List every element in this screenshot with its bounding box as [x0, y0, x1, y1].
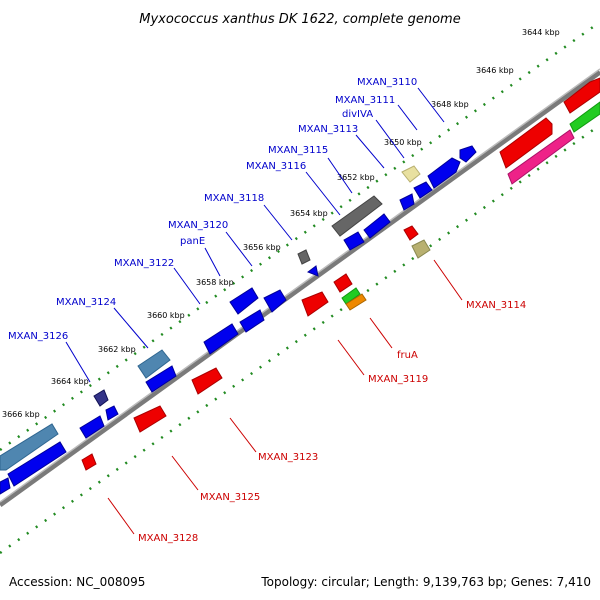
- gene-label[interactable]: panE: [180, 236, 205, 247]
- tick-label: 3656 kbp: [243, 243, 281, 252]
- tick-label: 3646 kbp: [476, 66, 514, 75]
- tick-label: 3652 kbp: [337, 173, 375, 182]
- gene-label[interactable]: MXAN_3125: [200, 492, 260, 503]
- gene-label[interactable]: MXAN_3118: [204, 193, 264, 204]
- gene-arrow-reverse[interactable]: [301, 291, 329, 317]
- genome-summary-text: Topology: circular; Length: 9,139,763 bp…: [260, 575, 591, 589]
- gene-label[interactable]: divIVA: [342, 109, 373, 120]
- gene-label[interactable]: MXAN_3126: [8, 331, 68, 342]
- gene-label[interactable]: MXAN_3120: [168, 220, 228, 231]
- gene-label[interactable]: MXAN_3115: [268, 145, 328, 156]
- tick-label: 3664 kbp: [51, 377, 89, 386]
- gene-arrow-khaki[interactable]: [401, 165, 421, 183]
- tick-label: 3654 kbp: [290, 209, 328, 218]
- gene-label[interactable]: MXAN_3124: [56, 297, 116, 308]
- tick-label: 3644 kbp: [522, 28, 560, 37]
- gene-label[interactable]: MXAN_3119: [368, 374, 428, 385]
- tick-label: 3662 kbp: [98, 345, 136, 354]
- gene-label[interactable]: MXAN_3111: [335, 95, 395, 106]
- forward-gene-labels: MXAN_3110 MXAN_3111 divIVA MXAN_3113 MXA…: [8, 77, 417, 342]
- gene-arrow-green[interactable]: [341, 287, 361, 305]
- gene-arrow-orange[interactable]: [345, 293, 367, 311]
- gene-arrow-forward[interactable]: [7, 441, 67, 487]
- gene-label[interactable]: fruA: [397, 350, 418, 361]
- inner-tick-track: [0, 123, 600, 555]
- gene-arrow-pink[interactable]: [507, 129, 575, 185]
- gene-arrow-reverse[interactable]: [333, 273, 353, 293]
- gene-arrow-forward[interactable]: [0, 477, 11, 495]
- reverse-gene-labels: MXAN_3114 fruA MXAN_3119 MXAN_3123 MXAN_…: [138, 300, 526, 544]
- gene-arrow-forward[interactable]: [306, 265, 319, 277]
- gene-arrow-olive[interactable]: [411, 239, 431, 259]
- gene-arrow-reverse[interactable]: [133, 405, 167, 433]
- gene-arrow-forward[interactable]: [343, 231, 365, 251]
- gene-label[interactable]: MXAN_3122: [114, 258, 174, 269]
- tick-label: 3658 kbp: [196, 278, 234, 287]
- reverse-genes: [81, 225, 431, 471]
- genome-backbone: [0, 69, 600, 508]
- gene-arrow-gray[interactable]: [297, 249, 311, 265]
- gene-arrow-forward[interactable]: [499, 117, 553, 169]
- gene-arrow-forward[interactable]: [459, 145, 477, 163]
- gene-arrow-forward[interactable]: [263, 289, 287, 313]
- gene-arrow-darkblue[interactable]: [93, 389, 109, 407]
- gene-label[interactable]: MXAN_3123: [258, 452, 318, 463]
- tick-label: 3648 kbp: [431, 100, 469, 109]
- gene-arrow-gray[interactable]: [331, 195, 383, 237]
- gene-arrow-reverse[interactable]: [81, 453, 97, 471]
- gene-arrow-forward[interactable]: [399, 193, 415, 211]
- gene-arrow-forward[interactable]: [79, 415, 105, 439]
- leader-lines: [65, 87, 463, 535]
- gene-label[interactable]: MXAN_3116: [246, 161, 306, 172]
- gene-arrow-forward[interactable]: [413, 181, 433, 199]
- gene-arrow-forward[interactable]: [427, 157, 461, 189]
- outer-tick-track: [0, 20, 600, 452]
- gene-arrow-forward[interactable]: [363, 213, 391, 239]
- forward-genes: [0, 77, 600, 495]
- tick-label: 3660 kbp: [147, 311, 185, 320]
- gene-arrow-forward[interactable]: [105, 405, 119, 421]
- gene-label[interactable]: MXAN_3113: [298, 124, 358, 135]
- gene-arrow-steelblue[interactable]: [0, 423, 59, 471]
- map-title: Myxococcus xanthus DK 1622, complete gen…: [139, 12, 460, 27]
- gene-label[interactable]: MXAN_3128: [138, 533, 198, 544]
- tick-label: 3650 kbp: [384, 138, 422, 147]
- gene-arrow-steelblue[interactable]: [137, 349, 171, 379]
- gene-arrow-forward[interactable]: [563, 77, 600, 114]
- gene-arrow-reverse[interactable]: [403, 225, 419, 241]
- accession-text: Accession: NC_008095: [9, 575, 145, 589]
- gene-arrow-forward[interactable]: [239, 309, 265, 333]
- tick-label: 3666 kbp: [2, 410, 40, 419]
- gene-arrow-reverse[interactable]: [191, 367, 223, 395]
- genome-backbone-highlight: [0, 68, 600, 503]
- gene-label[interactable]: MXAN_3114: [466, 300, 526, 311]
- gene-label[interactable]: MXAN_3110: [357, 77, 417, 88]
- gene-arrow-forward[interactable]: [229, 287, 259, 315]
- gene-arrow-forward[interactable]: [145, 365, 177, 393]
- tick-labels: 3644 kbp 3646 kbp 3648 kbp 3650 kbp 3652…: [2, 28, 560, 419]
- gene-arrow-forward[interactable]: [203, 323, 239, 355]
- gene-arrow-green[interactable]: [569, 101, 600, 133]
